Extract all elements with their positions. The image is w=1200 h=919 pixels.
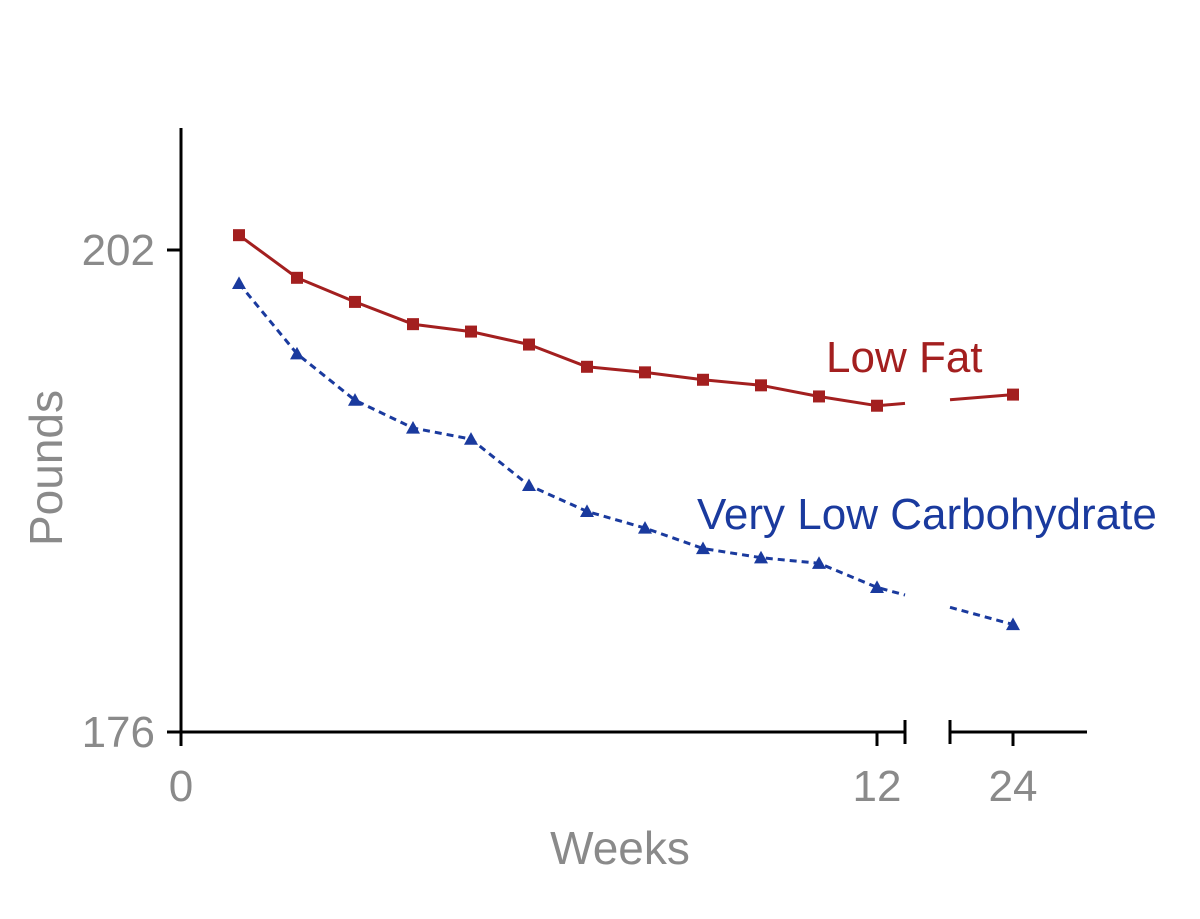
series-label-low-fat: Low Fat [826,333,983,382]
series-line-1-segment-1 [949,605,1014,626]
data-point-0-week-1 [233,229,245,242]
series-1 [232,276,1020,631]
data-point-1-week-6 [522,478,536,492]
series-line-1-segment-0 [237,282,906,597]
data-point-0-week-3 [349,295,361,308]
axes [179,128,1087,744]
x-tick-label-0: 0 [169,762,193,811]
labels: Weeks Pounds Low Fat Very Low Carbohydra… [20,333,1157,874]
data-point-1-week-4 [406,420,420,434]
data-point-0-week-6 [523,338,535,351]
data-point-0-week-10 [755,379,767,392]
y-tick-label-176: 176 [82,708,155,757]
data-point-1-week-3 [348,393,362,406]
data-point-1-week-1 [232,276,246,289]
x-tick-label-24: 24 [989,762,1038,811]
data-point-1-week-2 [290,346,304,360]
series-line-0-segment-0 [238,233,906,408]
series-layer [232,229,1020,631]
data-point-0-week-7 [581,360,593,373]
data-point-0-week-5 [465,325,477,338]
data-point-1-week-7 [580,504,594,517]
series-label-very-low-carbohydrate: Very Low Carbohydrate [697,490,1157,539]
y-axis-title: Pounds [20,390,72,546]
data-point-1-week-10 [754,550,768,564]
data-point-0-week-9 [697,373,709,386]
x-tick-label-12: 12 [853,762,902,811]
data-point-0-week-11 [813,390,825,403]
x-axis-title: Weeks [550,822,690,874]
y-tick-label-202: 202 [82,226,155,275]
ticks: 176 202 0 12 24 [82,226,1038,811]
data-point-1-week-8 [638,521,652,534]
data-point-0-week-2 [291,271,303,284]
data-point-0-week-12 [871,399,883,412]
series-line-0-segment-1 [949,393,1014,402]
series-0 [233,229,1019,412]
data-point-1-week-11 [812,556,826,569]
data-point-0-week-24 [1007,388,1019,401]
data-point-1-week-5 [464,432,478,445]
data-point-1-week-12 [870,580,884,593]
data-point-1-week-24 [1006,617,1020,631]
data-point-0-week-8 [639,366,651,379]
data-point-1-week-9 [696,541,710,555]
data-point-0-week-4 [407,318,419,331]
